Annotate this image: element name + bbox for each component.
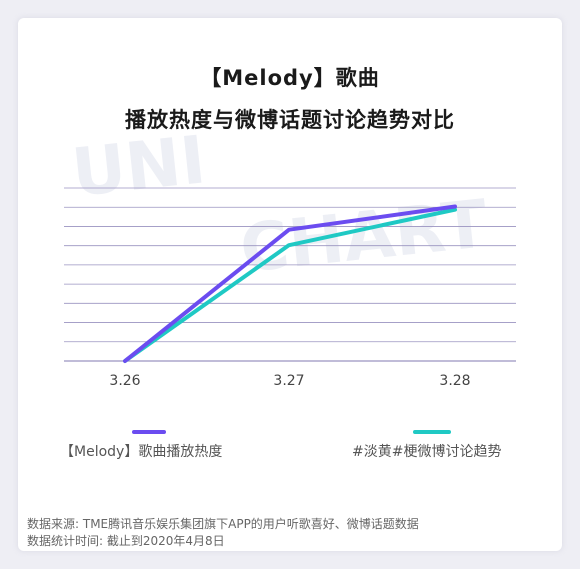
chart-title-line-2: 播放热度与微博话题讨论趋势对比 (125, 108, 455, 132)
footer-source: 数据来源: TME腾讯音乐娱乐集团旗下APP的用户听歌喜好、微博话题数据 (27, 517, 419, 531)
x-tick-labels: 3.26 3.27 3.28 (109, 373, 470, 389)
x-tick-label: 3.27 (273, 373, 304, 389)
grid-lines (64, 187, 516, 362)
legend-swatch-series-1 (132, 430, 166, 434)
series-line-2 (123, 207, 457, 363)
footer-date: 数据统计时间: 截止到2020年4月8日 (27, 534, 225, 548)
chart-title-line-1: 【Melody】歌曲 (200, 66, 380, 90)
series-lines (123, 204, 457, 363)
series-line-1 (123, 204, 457, 363)
x-tick-label: 3.28 (439, 373, 470, 389)
x-tick-label: 3.26 (109, 373, 140, 389)
legend-label-series-2: #淡黄#梗微博讨论趋势 (352, 444, 502, 460)
legend-swatch-series-2 (413, 430, 451, 434)
legend-label-series-1: 【Melody】歌曲播放热度 (60, 444, 223, 460)
